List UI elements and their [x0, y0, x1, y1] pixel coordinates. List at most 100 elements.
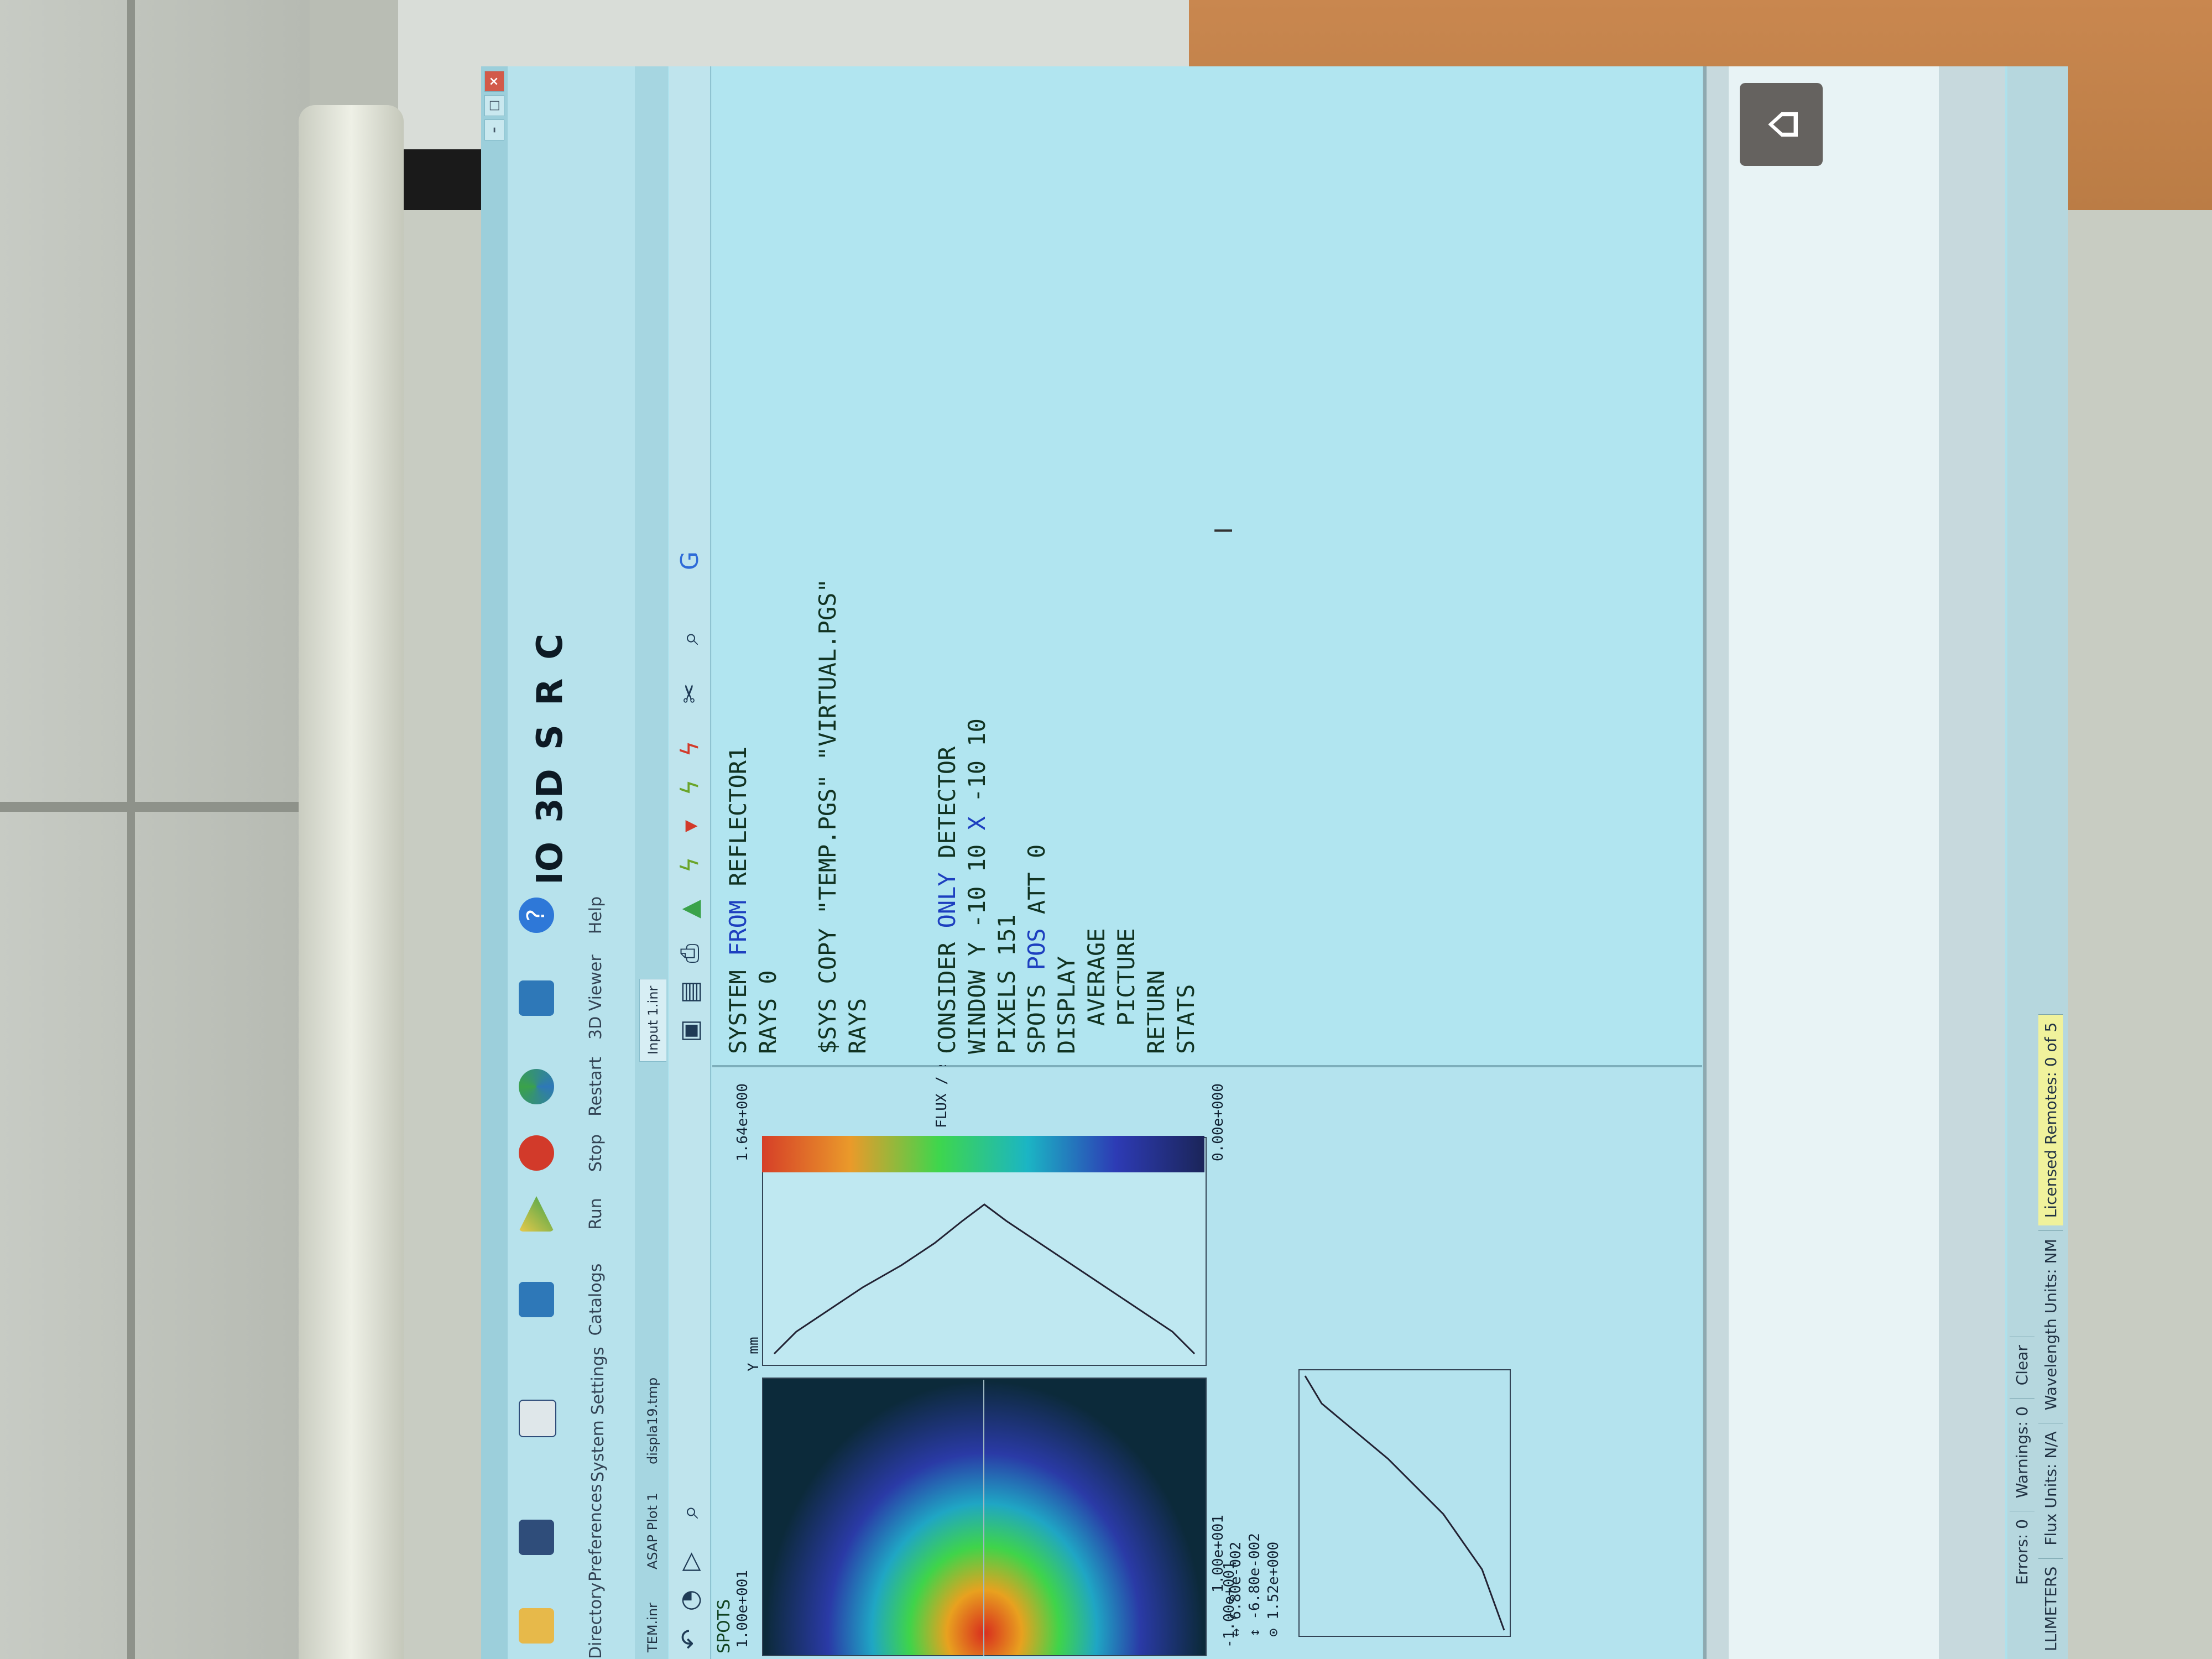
code-line[interactable] — [873, 578, 902, 1054]
heatmap-tick-x: 1.00e+001 — [1210, 1515, 1227, 1593]
undo-icon[interactable]: ↶ — [676, 1629, 704, 1650]
output-panel: ⌂ — [1703, 66, 2005, 1659]
folder-icon — [519, 1608, 554, 1644]
catalogs-icon — [519, 1282, 554, 1317]
profile-curve-svg — [773, 1203, 1196, 1355]
ribbon-stop[interactable]: Stop — [519, 1128, 629, 1178]
code-line[interactable]: SYSTEM FROM REFLECTOR1 — [724, 746, 752, 1054]
3d-mode-button[interactable]: 3D — [530, 769, 571, 823]
code-line[interactable]: RAYS 0 — [754, 970, 781, 1054]
code-line[interactable]: DISPLAY — [1053, 956, 1080, 1054]
tab-asap-plot-1[interactable]: ASAP Plot 1 — [645, 1493, 660, 1569]
readout-x: ↔ 6.80e-002 — [1228, 1541, 1244, 1637]
ribbon-label: Help — [586, 896, 606, 935]
minimize-button[interactable]: – — [484, 119, 504, 140]
stop-icon — [519, 1135, 554, 1171]
clear-button[interactable]: Clear — [2010, 1337, 2034, 1394]
cut-icon[interactable]: ✂ — [676, 683, 704, 704]
save-icon[interactable]: ▣ — [676, 1019, 704, 1042]
close-button[interactable]: × — [484, 71, 504, 92]
step-into-icon[interactable]: ϟ — [676, 740, 704, 757]
wall-tile-seam — [127, 0, 135, 1659]
mode-letters: IO 3D S R C — [530, 634, 571, 885]
status-units: LLIMETERS Flux Units: N/A Wavelength Uni… — [2038, 1014, 2063, 1659]
s-mode-button[interactable]: S — [530, 724, 571, 750]
tab-input-1-inr[interactable]: Input 1.inr — [639, 978, 666, 1062]
find-icon[interactable]: ⌕ — [676, 631, 704, 645]
r-mode-button[interactable]: R — [530, 678, 571, 706]
ribbon-restart[interactable]: Restart — [519, 1056, 629, 1117]
home-icon[interactable]: ⌂ — [1740, 83, 1823, 166]
editor-toolbar: ↶ ◔ ▷ ⌕ ▣ ▤ ⎙ ▲ ϟ ▾ ϟ ϟ ✂ ⌕ G — [669, 66, 711, 1659]
sliders-icon — [519, 1520, 554, 1555]
cursor-readout: ↔ 6.80e-002 ↕ -6.80e-002 ⊙ 1.52e+000 — [1227, 1533, 1283, 1637]
code-line[interactable]: SPOTS POS ATT 0 — [1023, 844, 1050, 1054]
ribbon-label: Directory — [586, 1582, 606, 1659]
ribbon-catalogs[interactable]: Catalogs — [519, 1261, 629, 1338]
tab-displa19-tmp[interactable]: displa19.tmp — [645, 1377, 660, 1464]
ribbon-3d-viewer[interactable]: 3D Viewer — [519, 954, 629, 1040]
c-mode-button[interactable]: C — [530, 633, 571, 660]
flux-units: Flux Units: N/A — [2038, 1423, 2063, 1553]
help-icon: ? — [519, 898, 554, 933]
tab-tem-inr[interactable]: TEM.inr — [645, 1603, 660, 1652]
code-line[interactable]: RETURN — [1142, 970, 1170, 1054]
zoom-icon[interactable]: ⌕ — [676, 1505, 704, 1519]
ribbon-help[interactable]: ? Help — [519, 890, 629, 940]
projected-app-window: – □ × Directory Preferences System Setti… — [481, 66, 2068, 1659]
code-line[interactable] — [902, 578, 932, 1054]
spot-heatmap[interactable] — [762, 1378, 1207, 1656]
play-outline-icon[interactable]: ▷ — [676, 1552, 704, 1571]
run-icon — [519, 1196, 554, 1232]
maximize-button[interactable]: □ — [484, 95, 504, 116]
ribbon-directory[interactable]: Directory — [519, 1582, 629, 1659]
editor-code[interactable]: SYSTEM FROM REFLECTOR1 RAYS 0 $SYS COPY "… — [723, 578, 1201, 1054]
run-triangle-icon[interactable]: ▲ — [676, 900, 704, 919]
colorbar-min: 0.00e+000 — [1210, 1083, 1227, 1161]
units-cell: LLIMETERS — [2038, 1558, 2063, 1659]
code-keyword: FROM — [724, 900, 752, 956]
ribbon-label: Restart — [586, 1057, 606, 1117]
code-line[interactable]: PIXELS 151 — [993, 914, 1020, 1054]
code-line[interactable]: $SYS COPY "TEMP.PGS" "VIRTUAL.PGS" — [814, 578, 841, 1054]
warnings-count[interactable]: Warnings: 0 — [2010, 1398, 2034, 1506]
code-line[interactable]: CONSIDER ONLY DETECTOR — [933, 746, 961, 1054]
ribbon-toolbar: Directory Preferences System Settings Ca… — [508, 66, 636, 1659]
flux-profile-plot — [762, 1137, 1207, 1366]
ribbon-system-settings[interactable]: System Settings — [519, 1347, 629, 1482]
code-line[interactable] — [783, 578, 813, 1054]
code-line[interactable]: STATS — [1172, 984, 1199, 1054]
output-console[interactable] — [1729, 66, 1939, 1659]
io-mode-button[interactable]: IO — [530, 841, 571, 885]
projection-screen-roller — [299, 105, 404, 1659]
script-editor[interactable]: SYSTEM FROM REFLECTOR1 RAYS 0 $SYS COPY "… — [712, 66, 1702, 1065]
errors-count[interactable]: Errors: 0 — [2010, 1511, 2034, 1593]
code-line[interactable]: RAYS — [844, 998, 871, 1054]
cube-icon — [519, 980, 554, 1016]
ribbon-label: System Settings — [588, 1347, 608, 1482]
print-icon[interactable]: ⎙ — [676, 943, 704, 963]
readout-value: ⊙ 1.52e+000 — [1265, 1541, 1282, 1637]
code-line[interactable]: AVERAGE — [1083, 928, 1110, 1054]
restart-icon — [519, 1069, 554, 1104]
heatmap-tick-top: 1.00e+001 — [734, 1570, 751, 1648]
code-keyword: ONLY — [933, 872, 961, 928]
heatmap-center-line — [983, 1380, 984, 1656]
ribbon-label: Preferences — [586, 1484, 606, 1582]
plot-title: SPOTS — [714, 1599, 734, 1653]
code-line[interactable]: PICTURE — [1113, 928, 1140, 1054]
status-messages: Errors: 0 Warnings: 0 Clear — [2010, 1337, 2034, 1593]
breakpoint-icon[interactable]: ▾ — [676, 820, 704, 833]
ribbon-run[interactable]: Run — [519, 1189, 629, 1239]
ribbon-label: 3D Viewer — [586, 954, 606, 1040]
flux-colorbar — [762, 1136, 1204, 1172]
3d-view-icon[interactable]: ◔ — [676, 1589, 704, 1611]
ribbon-label: Stop — [586, 1134, 606, 1172]
ribbon-preferences[interactable]: Preferences — [519, 1484, 629, 1582]
goto-icon[interactable]: G — [676, 551, 704, 571]
code-line[interactable]: WINDOW Y -10 10 X -10 10 — [963, 718, 990, 1054]
save-all-icon[interactable]: ▤ — [676, 980, 704, 1004]
window-controls: – □ × — [484, 71, 504, 140]
macro-icon[interactable]: ϟ — [676, 857, 704, 873]
step-icon[interactable]: ϟ — [676, 779, 704, 796]
